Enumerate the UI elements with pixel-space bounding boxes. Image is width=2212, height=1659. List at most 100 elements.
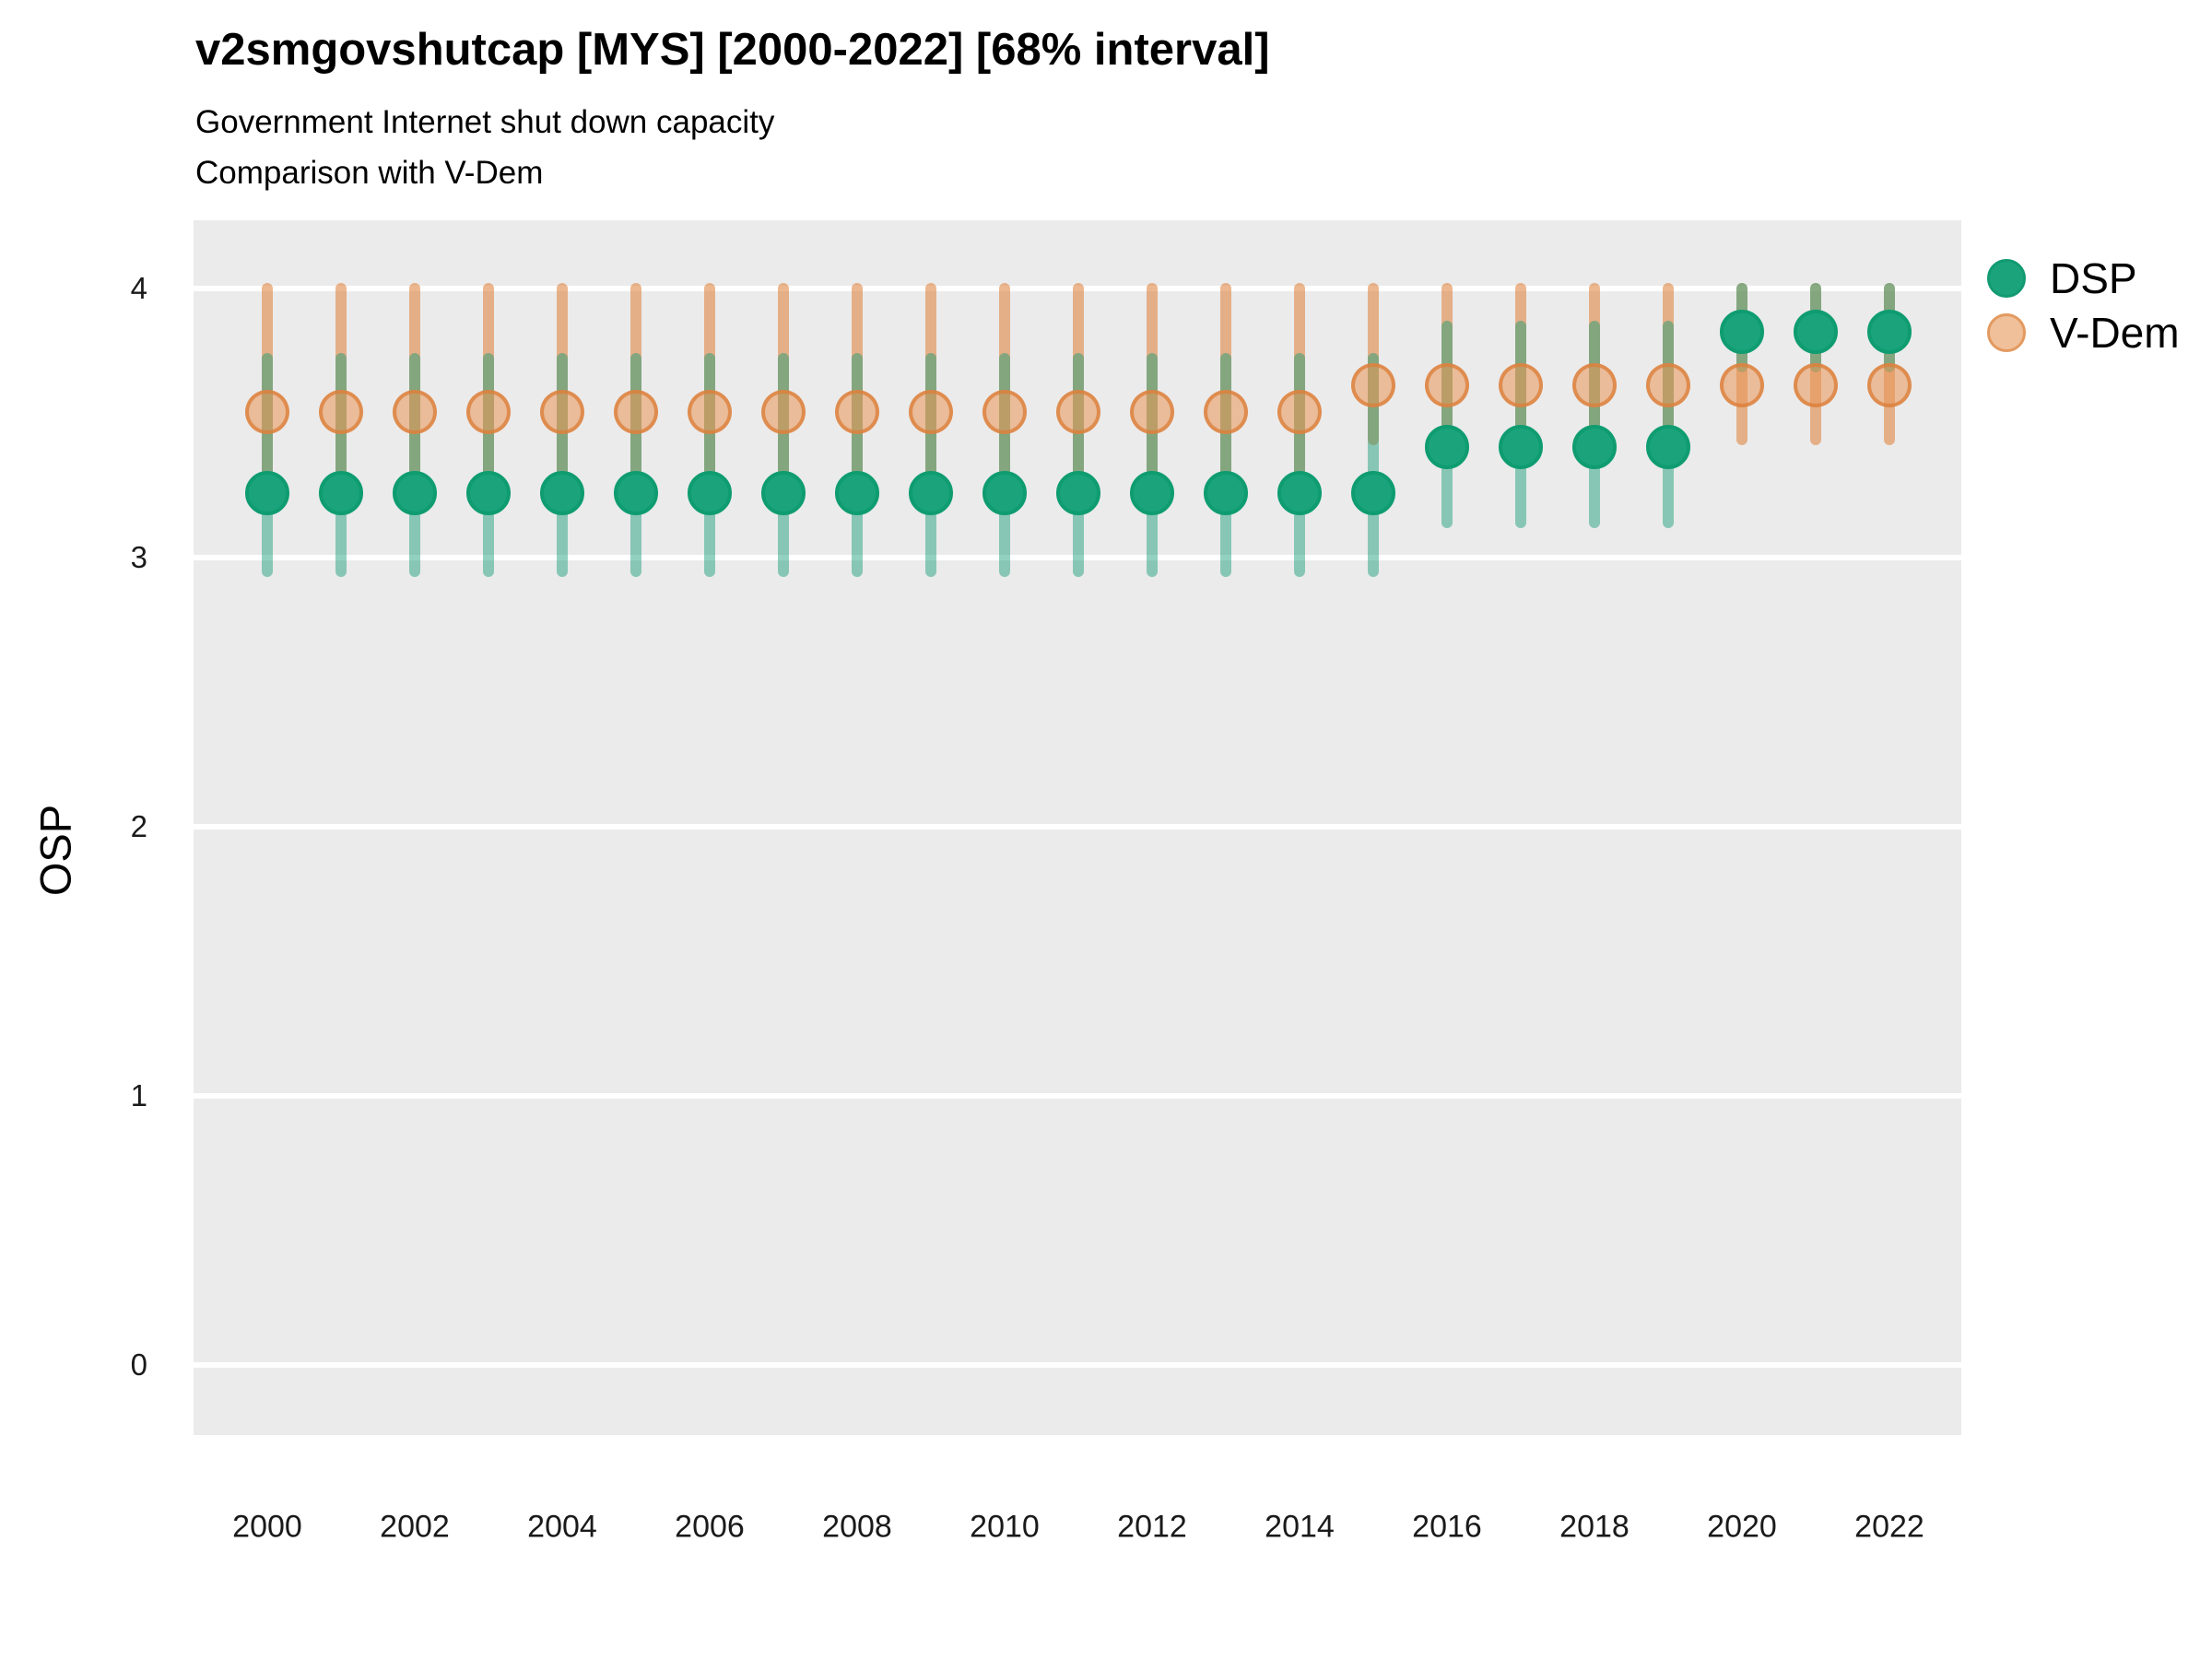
dsp-point-2001 <box>319 470 363 515</box>
dsp-point-2020 <box>1720 309 1764 354</box>
vdem-interval-2001 <box>335 283 347 496</box>
dsp-point-icon <box>1987 258 2026 298</box>
vdem-point-2019 <box>1646 363 1690 408</box>
y-tick-label-3: 3 <box>130 540 147 574</box>
dsp-point-2022 <box>1867 309 1912 354</box>
y-tick-label-1: 1 <box>130 1078 147 1112</box>
vdem-point-2014 <box>1277 390 1322 435</box>
vdem-interval-2011 <box>1073 283 1084 496</box>
vdem-point-2022 <box>1867 363 1912 408</box>
dsp-interval-2011 <box>1073 352 1084 577</box>
vdem-point-2012 <box>1130 390 1174 435</box>
vdem-point-2002 <box>393 390 437 435</box>
vdem-interval-2007 <box>778 283 789 496</box>
dsp-point-2003 <box>466 470 511 515</box>
dsp-point-2004 <box>540 470 584 515</box>
gridline-y-1 <box>194 1093 1961 1099</box>
vdem-point-2004 <box>540 390 584 435</box>
dsp-point-2002 <box>393 470 437 515</box>
vdem-point-2017 <box>1499 363 1543 408</box>
dsp-point-2007 <box>761 470 806 515</box>
legend-entry-dsp: DSP <box>1987 251 2180 305</box>
x-tick-label-2008: 2008 <box>822 1509 892 1545</box>
vdem-interval-2010 <box>999 283 1010 496</box>
x-tick-label-2000: 2000 <box>232 1509 302 1545</box>
dsp-interval-2014 <box>1294 352 1305 577</box>
dsp-interval-2008 <box>852 352 863 577</box>
vdem-point-2010 <box>982 390 1027 435</box>
legend-label-vdem: V-Dem <box>2050 308 2180 357</box>
vdem-interval-2005 <box>630 283 641 496</box>
dsp-interval-2015 <box>1368 352 1379 577</box>
vdem-point-2016 <box>1425 363 1469 408</box>
vdem-interval-2004 <box>557 283 568 496</box>
vdem-interval-2012 <box>1147 283 1158 496</box>
vdem-point-2018 <box>1572 363 1617 408</box>
x-tick-label-2006: 2006 <box>675 1509 745 1545</box>
y-tick-label-2: 2 <box>130 809 147 843</box>
gridline-y-2 <box>194 824 1961 830</box>
vdem-point-2015 <box>1351 363 1395 408</box>
y-tick-label-0: 0 <box>130 1347 147 1382</box>
chart-subtitle-comparison: Comparison with V-Dem <box>195 155 544 191</box>
dsp-point-2017 <box>1499 425 1543 470</box>
vdem-point-2020 <box>1720 363 1764 408</box>
dsp-interval-2006 <box>704 352 715 577</box>
legend-entry-vdem: V-Dem <box>1987 305 2180 359</box>
vdem-point-2008 <box>835 390 879 435</box>
vdem-point-2011 <box>1056 390 1100 435</box>
dsp-point-2019 <box>1646 425 1690 470</box>
chart-subtitle: Government Internet shut down capacity <box>195 104 775 140</box>
vdem-point-2005 <box>614 390 658 435</box>
dsp-interval-2007 <box>778 352 789 577</box>
vdem-point-2009 <box>909 390 953 435</box>
dsp-interval-2001 <box>335 352 347 577</box>
dsp-point-2014 <box>1277 470 1322 515</box>
dsp-interval-2003 <box>483 352 494 577</box>
dsp-interval-2013 <box>1220 352 1231 577</box>
vdem-point-2003 <box>466 390 511 435</box>
dsp-point-2005 <box>614 470 658 515</box>
y-tick-label-4: 4 <box>130 271 147 305</box>
vdem-interval-2003 <box>483 283 494 496</box>
gridline-y-3 <box>194 555 1961 560</box>
dsp-point-2012 <box>1130 470 1174 515</box>
vdem-interval-2008 <box>852 283 863 496</box>
dsp-point-2021 <box>1794 309 1838 354</box>
x-tick-label-2016: 2016 <box>1412 1509 1482 1545</box>
vdem-point-2013 <box>1204 390 1248 435</box>
x-tick-label-2012: 2012 <box>1117 1509 1187 1545</box>
y-axis-title: OSP <box>30 804 80 897</box>
x-tick-label-2018: 2018 <box>1559 1509 1630 1545</box>
dsp-point-2018 <box>1572 425 1617 470</box>
plot-panel <box>194 220 1961 1435</box>
x-tick-label-2010: 2010 <box>970 1509 1040 1545</box>
dsp-interval-2004 <box>557 352 568 577</box>
dsp-interval-2005 <box>630 352 641 577</box>
dsp-interval-2000 <box>262 352 273 577</box>
dsp-point-2009 <box>909 470 953 515</box>
gridline-y-0 <box>194 1362 1961 1368</box>
dsp-point-2016 <box>1425 425 1469 470</box>
vdem-point-2001 <box>319 390 363 435</box>
vdem-interval-2002 <box>409 283 420 496</box>
x-tick-label-2002: 2002 <box>380 1509 450 1545</box>
vdem-point-2000 <box>245 390 289 435</box>
vdem-interval-2014 <box>1294 283 1305 496</box>
x-tick-label-2022: 2022 <box>1854 1509 1924 1545</box>
dsp-point-2015 <box>1351 470 1395 515</box>
dsp-point-2008 <box>835 470 879 515</box>
x-tick-label-2020: 2020 <box>1707 1509 1777 1545</box>
dsp-point-2006 <box>688 470 732 515</box>
vdem-interval-2013 <box>1220 283 1231 496</box>
dsp-interval-2009 <box>925 352 936 577</box>
vdem-point-2006 <box>688 390 732 435</box>
vdem-point-2021 <box>1794 363 1838 408</box>
dsp-point-2010 <box>982 470 1027 515</box>
legend: DSP V-Dem <box>1987 251 2180 359</box>
vdem-interval-2006 <box>704 283 715 496</box>
legend-label-dsp: DSP <box>2050 253 2137 302</box>
vdem-point-icon <box>1987 312 2026 352</box>
dsp-point-2011 <box>1056 470 1100 515</box>
vdem-point-2007 <box>761 390 806 435</box>
